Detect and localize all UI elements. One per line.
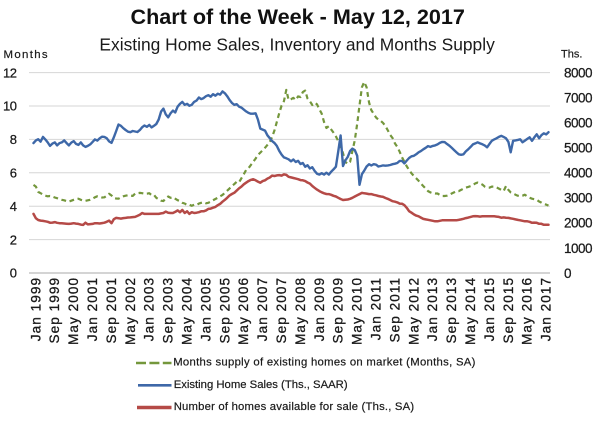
svg-text:8: 8	[10, 132, 17, 147]
svg-text:Jan 2013: Jan 2013	[425, 277, 440, 341]
svg-text:Chart of the Week - May 12, 20: Chart of the Week - May 12, 2017	[130, 4, 464, 29]
svg-text:Months: Months	[4, 49, 49, 61]
svg-text:May 2004: May 2004	[180, 277, 195, 345]
svg-text:Sep 2015: Sep 2015	[501, 277, 516, 344]
svg-text:Sep 2013: Sep 2013	[444, 277, 459, 344]
svg-text:Jan 2011: Jan 2011	[369, 277, 384, 340]
svg-text:1000: 1000	[564, 241, 592, 256]
svg-text:May 2012: May 2012	[406, 277, 421, 345]
svg-text:6: 6	[10, 166, 17, 181]
svg-text:7000: 7000	[564, 91, 592, 106]
svg-text:May 2008: May 2008	[293, 277, 308, 345]
svg-text:2000: 2000	[564, 216, 592, 231]
svg-text:Sep 2005: Sep 2005	[217, 277, 232, 344]
svg-text:2: 2	[10, 232, 17, 247]
svg-text:Jan 2001: Jan 2001	[85, 277, 100, 341]
svg-text:Existing Home Sales, Inventory: Existing Home Sales, Inventory and Month…	[99, 35, 495, 55]
svg-text:4000: 4000	[564, 166, 592, 181]
svg-text:10: 10	[3, 99, 17, 114]
svg-text:Existing Home Sales (Ths., SAA: Existing Home Sales (Ths., SAAR)	[174, 379, 348, 391]
svg-text:Sep 1999: Sep 1999	[47, 277, 62, 344]
svg-text:May 2006: May 2006	[236, 277, 251, 345]
svg-text:May 2000: May 2000	[66, 277, 81, 345]
svg-text:0: 0	[564, 266, 571, 281]
svg-text:12: 12	[3, 65, 17, 80]
svg-text:Jan 2007: Jan 2007	[255, 277, 270, 341]
svg-text:5000: 5000	[564, 141, 592, 156]
svg-text:Sep 2007: Sep 2007	[274, 277, 289, 344]
svg-text:May 2010: May 2010	[350, 277, 365, 345]
svg-text:Jan 1999: Jan 1999	[28, 277, 43, 341]
svg-text:6000: 6000	[564, 116, 592, 131]
svg-text:Ths.: Ths.	[561, 49, 582, 61]
svg-text:Sep 2009: Sep 2009	[331, 277, 346, 344]
svg-text:Sep 2001: Sep 2001	[104, 277, 119, 344]
svg-text:Jan 2009: Jan 2009	[312, 277, 327, 341]
svg-text:Months supply of existing home: Months supply of existing homes on marke…	[173, 357, 476, 369]
svg-text:Jan 2005: Jan 2005	[198, 277, 213, 341]
svg-text:0: 0	[10, 266, 17, 281]
svg-text:May 2002: May 2002	[123, 277, 138, 345]
svg-text:3000: 3000	[564, 191, 592, 206]
svg-text:8000: 8000	[564, 65, 592, 80]
svg-text:Sep 2011: Sep 2011	[387, 277, 402, 343]
svg-text:Number of homes available for: Number of homes available for sale (Ths.…	[174, 401, 415, 413]
svg-text:Jan 2017: Jan 2017	[539, 277, 554, 341]
svg-text:4: 4	[10, 199, 17, 214]
svg-text:Sep 2003: Sep 2003	[161, 277, 176, 344]
svg-text:May 2016: May 2016	[520, 277, 535, 345]
svg-text:May 2014: May 2014	[463, 277, 478, 345]
svg-text:Jan 2003: Jan 2003	[142, 277, 157, 341]
svg-text:Jan 2015: Jan 2015	[482, 277, 497, 341]
